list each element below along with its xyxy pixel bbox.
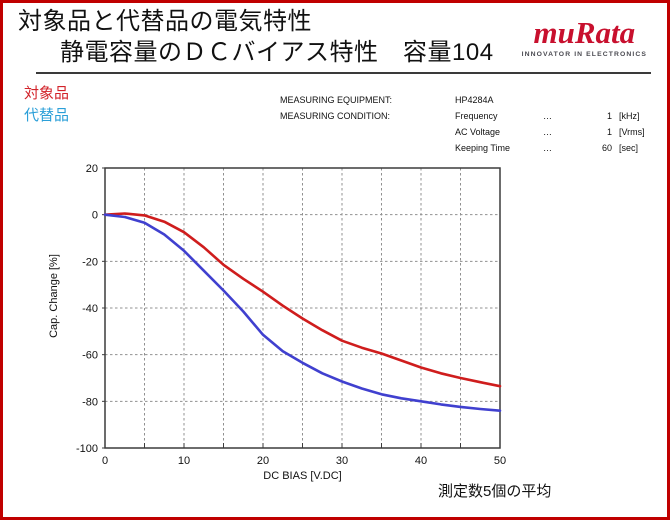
footer-note: 測定数5個の平均 bbox=[438, 483, 552, 500]
legend-item-alternative: 代替品 bbox=[24, 107, 70, 124]
header-divider bbox=[36, 72, 651, 74]
y-tick-label: -100 bbox=[76, 443, 98, 455]
chart-canvas: 0 10 20 30 40 50 20 0 -20 -40 -60 -80 -100 DC BIAS [V… bbox=[48, 163, 506, 482]
x-tick-label: 10 bbox=[178, 455, 190, 467]
x-tick-label: 20 bbox=[257, 455, 269, 467]
condition-name: AC Voltage bbox=[455, 127, 501, 137]
condition-dots: … bbox=[543, 143, 552, 153]
page-title: 対象品と代替品の電気特性 静電容量のＤＣバイアス特性 容量104 bbox=[18, 7, 494, 68]
condition-value: 1 bbox=[606, 111, 612, 121]
dc-bias-chart: 0 10 20 30 40 50 20 0 -20 -40 -60 -80 -100 DC BIAS [V… bbox=[40, 155, 510, 490]
series-curve bbox=[103, 213, 502, 412]
condition-name: Keeping Time bbox=[455, 143, 511, 153]
condition-name: Frequency bbox=[455, 111, 498, 121]
measuring-conditions: MEASURING EQUIPMENT: HP4284A MEASURING C… bbox=[280, 92, 645, 156]
condition-dots: … bbox=[543, 127, 552, 137]
title-line-1: 対象品と代替品の電気特性 bbox=[18, 8, 312, 35]
murata-logo: muRata bbox=[533, 15, 636, 50]
condition-unit: [sec] bbox=[619, 143, 639, 153]
legend-item-target: 対象品 bbox=[24, 85, 70, 102]
condition-row: MEASURING CONDITION: Frequency … 1 [kHz] bbox=[280, 108, 645, 124]
x-tick-label: 50 bbox=[494, 455, 506, 467]
title-line-2: 静電容量のＤＣバイアス特性 容量104 bbox=[60, 38, 494, 66]
measuring-condition-label: MEASURING CONDITION: bbox=[280, 111, 391, 121]
condition-value: 60 bbox=[601, 143, 612, 153]
measuring-equipment-label: MEASURING EQUIPMENT: bbox=[280, 95, 393, 105]
equipment-value: HP4284A bbox=[455, 95, 494, 105]
x-tick-label: 0 bbox=[102, 455, 108, 467]
y-tick-label: 20 bbox=[86, 163, 98, 175]
y-tick-label: -80 bbox=[82, 396, 98, 408]
series-legend: 対象品 代替品 bbox=[24, 83, 69, 127]
equipment-row: MEASURING EQUIPMENT: HP4284A bbox=[280, 92, 645, 108]
condition-unit: [kHz] bbox=[619, 111, 640, 121]
condition-value: 1 bbox=[606, 127, 612, 137]
murata-tagline: INNOVATOR IN ELECTRONICS bbox=[521, 51, 647, 58]
y-tick-label: 0 bbox=[92, 210, 98, 222]
x-tick-label: 30 bbox=[336, 455, 348, 467]
x-tick-label: 40 bbox=[415, 455, 427, 467]
murata-logo-box: muRata INNOVATOR IN ELECTRONICS bbox=[522, 17, 647, 58]
y-axis-title: Cap. Change [%] bbox=[48, 254, 60, 338]
x-axis-title: DC BIAS [V.DC] bbox=[263, 470, 341, 482]
condition-row: AC Voltage … 1 [Vrms] bbox=[280, 124, 645, 140]
series-curve bbox=[103, 212, 502, 388]
y-tick-label: -60 bbox=[82, 350, 98, 362]
condition-dots: … bbox=[543, 111, 552, 121]
y-tick-label: -20 bbox=[82, 256, 98, 268]
condition-unit: [Vrms] bbox=[619, 127, 645, 137]
condition-row: Keeping Time … 60 [sec] bbox=[280, 140, 645, 156]
y-tick-label: -40 bbox=[82, 303, 98, 315]
